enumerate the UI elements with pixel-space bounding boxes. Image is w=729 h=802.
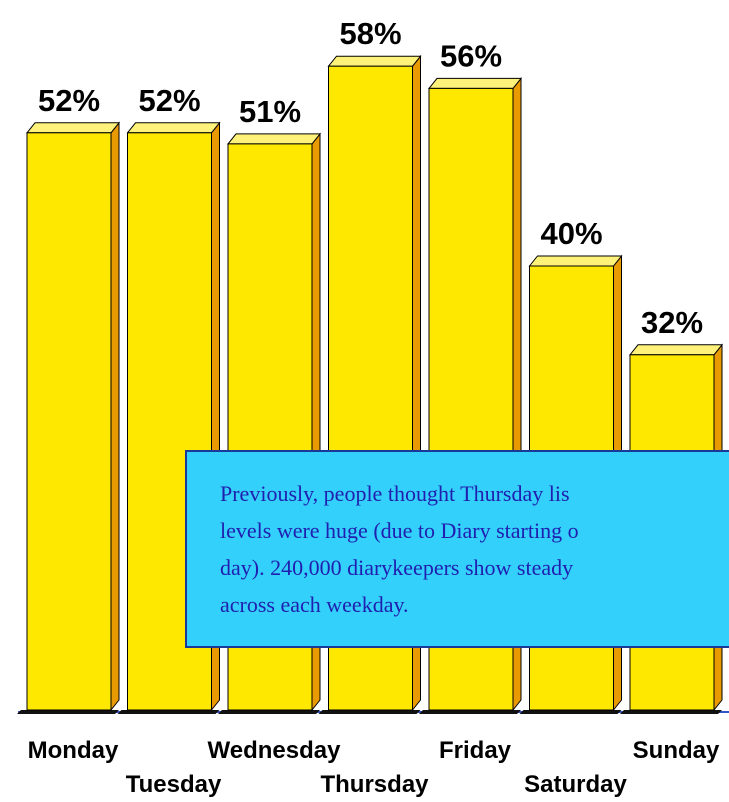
bar-shadow xyxy=(318,710,421,714)
value-label: 52% xyxy=(38,83,100,118)
annotation-text: across each weekday. xyxy=(220,592,409,617)
x-tick-label: Sunday xyxy=(633,737,720,764)
annotation-text: day). 240,000 diarykeepers show steady xyxy=(220,555,573,580)
bar-shadow xyxy=(218,710,320,714)
bar xyxy=(127,132,212,711)
x-tick-label: Tuesday xyxy=(126,771,222,798)
bar-shadow xyxy=(117,710,220,714)
bar-top xyxy=(327,55,422,67)
annotation: Previously, people thought Thursday lis l… xyxy=(185,450,729,648)
bar-top xyxy=(126,122,221,134)
x-tick-label: Friday xyxy=(439,737,512,764)
x-tick-label: Thursday xyxy=(320,771,429,798)
bar-shadow xyxy=(419,710,521,714)
bar-shadow xyxy=(620,710,722,714)
annotation-text: Previously, people thought Thursday lis xyxy=(220,481,570,506)
labels: 52% Monday 52% Tuesday 51% Wednesday 58% Thursd… xyxy=(28,16,720,798)
bar-shadow xyxy=(519,710,622,714)
value-label: 51% xyxy=(239,94,301,129)
annotation-box xyxy=(185,450,729,648)
x-tick-label: Wednesday xyxy=(208,737,342,764)
x-tick-label: Saturday xyxy=(524,771,627,798)
bar-top xyxy=(528,255,623,267)
value-label: 56% xyxy=(440,38,502,73)
bar-top xyxy=(226,133,322,145)
bar xyxy=(26,132,112,711)
value-label: 58% xyxy=(339,16,401,51)
value-label: 52% xyxy=(138,83,200,118)
bar-top xyxy=(25,122,121,134)
value-label: 40% xyxy=(540,216,602,251)
bar-side xyxy=(110,121,120,712)
bar-top xyxy=(427,77,523,89)
value-label: 32% xyxy=(641,305,703,340)
bar-top xyxy=(628,344,724,356)
x-tick-label: Monday xyxy=(28,737,119,764)
bar-shadow xyxy=(17,710,119,714)
annotation-text: levels were huge (due to Diary starting … xyxy=(220,518,579,543)
